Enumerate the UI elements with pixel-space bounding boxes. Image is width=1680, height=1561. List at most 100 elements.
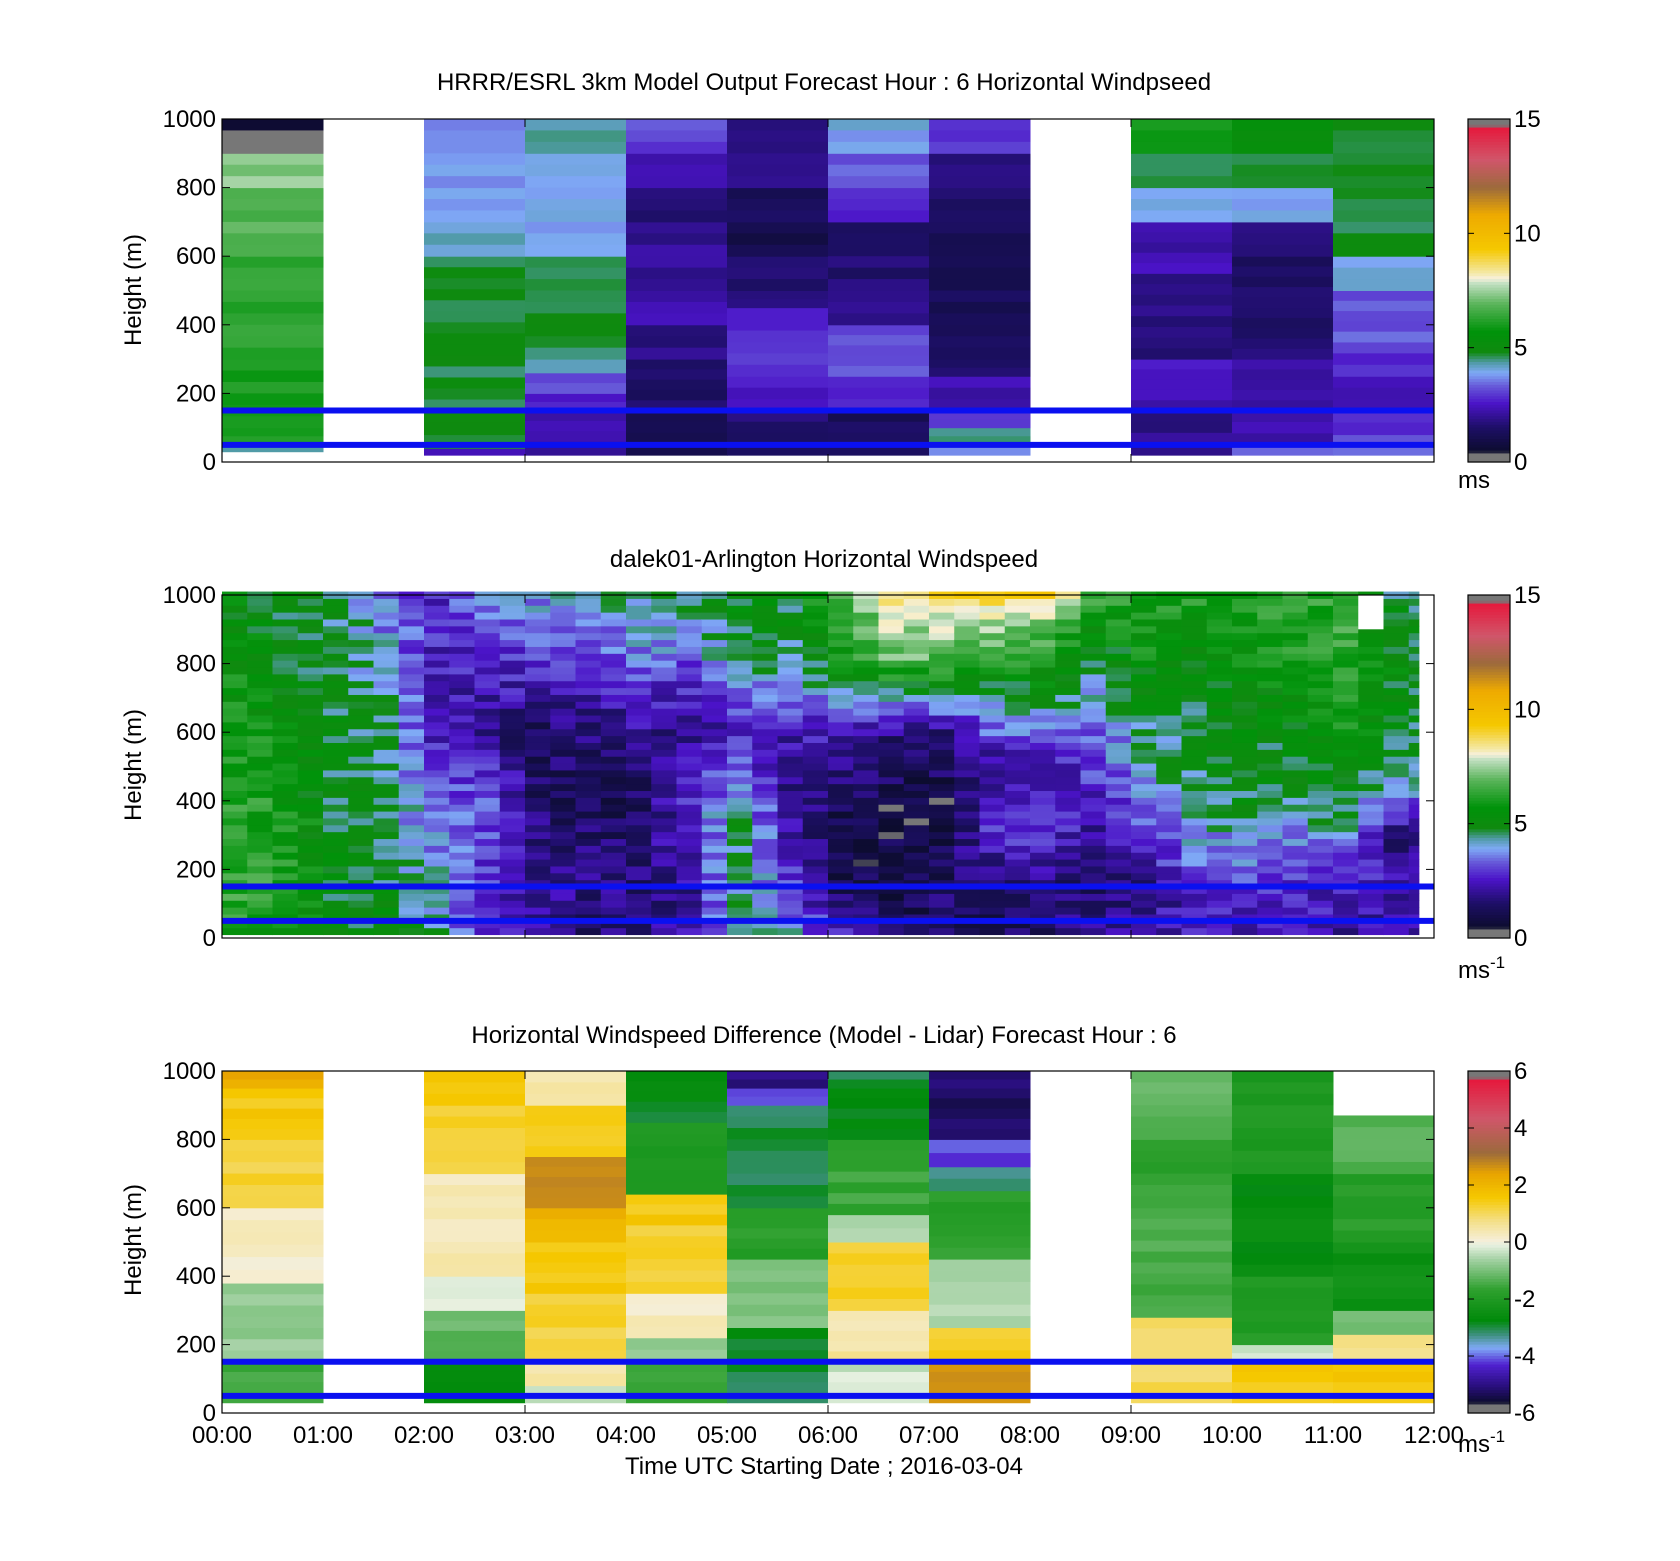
heatmap-cell [853, 701, 879, 709]
heatmap-cell [1105, 680, 1132, 689]
heatmap-cell [499, 769, 526, 778]
heatmap-cell [1257, 653, 1283, 661]
heatmap-cell [1030, 900, 1056, 908]
heatmap-cell [701, 763, 728, 771]
heatmap-cell [1333, 364, 1435, 377]
heatmap-cell [828, 1242, 930, 1254]
heatmap-cell [348, 687, 374, 695]
heatmap-cell [903, 694, 930, 702]
heatmap-cell [979, 715, 1006, 723]
heatmap-cell [727, 1207, 829, 1219]
heatmap-cell [701, 811, 728, 819]
heatmap-cell [828, 1351, 930, 1363]
colorbar-swatch [1468, 127, 1510, 132]
colorbar-swatch [1468, 906, 1510, 911]
colorbar-swatch [1468, 179, 1510, 183]
heatmap-cell [1358, 872, 1384, 881]
heatmap-cell [550, 728, 576, 737]
heatmap-cell [651, 817, 677, 826]
heatmap-cell [1131, 421, 1233, 434]
heatmap-cell [929, 879, 955, 888]
heatmap-cell [1105, 728, 1132, 737]
heatmap-cell [1055, 632, 1081, 641]
heatmap-cell [828, 1098, 930, 1110]
heatmap-cell [651, 776, 677, 785]
heatmap-cell [1080, 701, 1107, 709]
heatmap-cell [626, 742, 652, 750]
x-tick-label: 12:00 [1404, 1422, 1464, 1449]
heatmap-cell [297, 625, 324, 634]
colorbar-swatch [1468, 1110, 1510, 1115]
colorbar-swatch [1468, 1242, 1510, 1246]
heatmap-cell [676, 625, 703, 634]
heatmap-cell [1181, 598, 1208, 606]
colorbar-swatch [1468, 792, 1510, 796]
heatmap-cell [525, 625, 551, 634]
heatmap-cell [701, 694, 728, 702]
heatmap-cell [828, 313, 930, 326]
heatmap-cell [1030, 721, 1056, 730]
heatmap-cell [272, 694, 299, 702]
heatmap-cell [777, 811, 804, 819]
heatmap-cell [424, 756, 450, 764]
heatmap-cell [752, 667, 778, 675]
heatmap-cell [1105, 660, 1132, 668]
heatmap-cell [222, 619, 248, 627]
heatmap-cell [752, 687, 778, 695]
heatmap-cell [626, 598, 652, 606]
heatmap-cell [1181, 769, 1208, 778]
heatmap-cell [929, 1371, 1031, 1383]
heatmap-cell [525, 708, 551, 716]
heatmap-cell [802, 701, 829, 709]
heatmap-cell [424, 1139, 526, 1152]
heatmap-cell [222, 119, 324, 131]
heatmap-cell [1131, 141, 1233, 154]
heatmap-cell [1181, 900, 1208, 908]
heatmap-cell [954, 804, 980, 812]
heatmap-cell [828, 900, 854, 908]
heatmap-cell [727, 1139, 829, 1152]
colorbar-swatch [1468, 812, 1510, 816]
heatmap-cell [550, 907, 576, 915]
heatmap-cell [701, 680, 728, 689]
heatmap-cell [777, 804, 804, 812]
heatmap-cell [651, 728, 677, 737]
heatmap-cell [474, 824, 501, 833]
heatmap-cell [777, 769, 804, 778]
heatmap-cell [929, 153, 1031, 166]
heatmap-cell [247, 859, 273, 867]
heatmap-cell [1206, 804, 1233, 812]
heatmap-cell [1333, 176, 1435, 189]
heatmap-cell [1004, 721, 1031, 730]
heatmap-cell [474, 756, 501, 764]
heatmap-cell [727, 1096, 829, 1106]
heatmap-cell [1333, 1361, 1435, 1373]
heatmap-cell [499, 859, 526, 867]
heatmap-cell [222, 838, 248, 846]
heatmap-cell [929, 797, 955, 805]
heatmap-cell [626, 1382, 728, 1393]
heatmap-cell [1206, 673, 1233, 682]
heatmap-cell [222, 1139, 324, 1152]
heatmap-cell [398, 721, 425, 730]
heatmap-cell [449, 852, 475, 860]
colorbar-swatch [1468, 287, 1510, 292]
heatmap-cell [272, 783, 299, 792]
heatmap-cell [600, 838, 627, 846]
heatmap-cell [626, 1236, 728, 1249]
heatmap-cell [222, 141, 324, 154]
heatmap-cell [474, 872, 501, 881]
heatmap-cell [1156, 838, 1182, 846]
heatmap-cell [247, 701, 273, 709]
heatmap-cell [1333, 735, 1359, 743]
heatmap-cell [929, 199, 1031, 211]
heatmap-cell [222, 233, 324, 246]
heatmap-cell [1383, 763, 1410, 771]
heatmap-cell [1333, 1207, 1435, 1220]
heatmap-cell [1004, 598, 1031, 606]
heatmap-cell [474, 886, 501, 894]
colorbar-swatch [1468, 1250, 1510, 1254]
heatmap-cell [727, 1116, 829, 1129]
heatmap-cell [727, 763, 753, 771]
heatmap-cell [1232, 797, 1258, 805]
